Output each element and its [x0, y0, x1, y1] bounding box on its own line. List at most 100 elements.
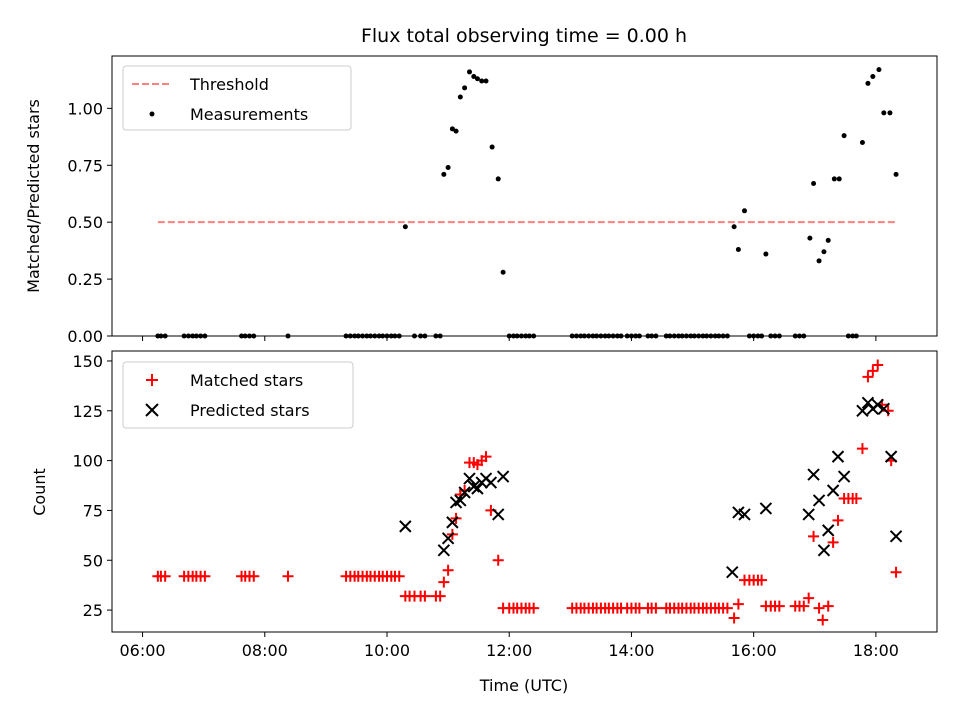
matched-star-point — [282, 570, 294, 582]
measurement-point — [471, 73, 477, 79]
measurement-point — [489, 144, 495, 150]
matched-star-point — [817, 614, 829, 626]
legend-matched-label: Matched stars — [190, 371, 303, 390]
legend-measurements-swatch — [149, 111, 155, 117]
matched-star-point — [728, 612, 740, 624]
measurement-point — [825, 237, 831, 243]
predicted-star-point — [831, 450, 845, 463]
predicted-star-point — [437, 544, 451, 557]
bottom-plot: 06:00 08:00 10:00 12:00 14:00 16:00 18:00 25 50 7… — [72, 350, 938, 660]
measurement-point — [841, 133, 847, 139]
matched-star-point — [773, 600, 785, 612]
x-tick-label: 14:00 — [608, 641, 654, 660]
chart-title: Flux total observing time = 0.00 h — [361, 25, 687, 47]
measurement-point — [445, 165, 451, 171]
legend-predicted-label: Predicted stars — [190, 401, 310, 420]
top-plot: 0.00 0.25 0.50 0.75 1.00 — [67, 55, 938, 346]
matched-star-point — [732, 598, 744, 610]
matched-star-point — [827, 536, 839, 548]
matched-star-point — [434, 590, 446, 602]
matched-star-point — [438, 576, 450, 588]
measurement-point — [811, 180, 817, 186]
measurement-point — [816, 258, 822, 264]
measurement-point — [462, 85, 468, 91]
measurement-point — [870, 73, 876, 79]
y-tick-label: 25 — [83, 601, 103, 620]
y-tick-label: 0.00 — [67, 327, 103, 346]
predicted-star-point — [856, 404, 869, 417]
matched-star-point — [856, 443, 868, 455]
y-tick-label: 75 — [83, 501, 103, 520]
measurement-point — [453, 128, 459, 134]
predicted-star-point — [889, 530, 903, 543]
predicted-star-point — [726, 566, 739, 579]
matched-star-point — [492, 554, 504, 566]
matched-star-point — [872, 359, 884, 371]
bottom-legend: Matched stars Predicted stars — [122, 361, 354, 429]
matched-star-point — [442, 564, 454, 576]
bottom-x-axis-label: Time (UTC) — [479, 676, 568, 695]
predicted-star-point — [458, 486, 471, 499]
predicted-star-point — [738, 508, 751, 521]
matched-star-point — [867, 365, 879, 377]
matched-star-point — [480, 451, 492, 463]
measurement-point — [742, 208, 747, 214]
measurement-point — [763, 251, 769, 257]
matched-star-point — [798, 600, 810, 612]
measurement-point — [467, 69, 472, 75]
predicted-star-point — [484, 476, 498, 489]
x-tick-label: 10:00 — [364, 641, 410, 660]
measurement-point — [876, 67, 882, 73]
matched-star-point — [756, 574, 768, 586]
measurement-point — [402, 224, 408, 230]
matched-star-point — [159, 570, 171, 582]
measurement-point — [457, 94, 463, 100]
measurement-point — [807, 235, 813, 241]
predicted-star-point — [837, 470, 851, 483]
predicted-star-point — [454, 494, 467, 507]
measurement-point — [731, 224, 737, 230]
predicted-star-point — [759, 502, 773, 515]
y-tick-label: 1.00 — [67, 99, 103, 118]
predicted-star-point — [812, 494, 826, 507]
x-tick-label: 12:00 — [486, 641, 532, 660]
matched-star-point — [832, 514, 844, 526]
measurement-point — [500, 269, 506, 275]
measurement-point — [474, 76, 480, 82]
y-tick-label: 0.75 — [67, 156, 103, 175]
predicted-star-point — [446, 516, 459, 529]
matched-star-point — [419, 590, 431, 602]
matched-star-point — [890, 566, 902, 578]
measurement-point — [831, 176, 837, 182]
measurement-point — [735, 246, 741, 252]
measurement-point — [859, 140, 865, 146]
measurement-point — [881, 110, 887, 116]
y-tick-label: 0.25 — [67, 270, 103, 289]
legend-measurements-label: Measurements — [190, 105, 308, 124]
measurement-point — [449, 126, 455, 132]
bottom-y-axis-label: Count — [30, 468, 49, 516]
predicted-star-point — [492, 508, 505, 521]
predicted-star-point — [817, 544, 831, 557]
predicted-star-point — [471, 482, 484, 495]
measurement-point — [441, 171, 447, 177]
matched-star-point — [650, 602, 662, 614]
x-tick-label: 16:00 — [731, 641, 777, 660]
matched-star-point — [199, 570, 211, 582]
predicted-star-point — [463, 472, 476, 485]
measurement-point — [865, 80, 871, 86]
matched-star-point — [459, 485, 471, 497]
predicted-star-point — [822, 524, 835, 537]
measurement-point — [495, 176, 501, 182]
matched-star-point — [813, 602, 825, 614]
predicted-star-point — [877, 402, 891, 416]
measurement-point — [887, 110, 893, 116]
legend-threshold-label: Threshold — [189, 75, 269, 94]
legend-box — [122, 361, 354, 429]
measurement-point — [479, 78, 485, 84]
predicted-star-point — [871, 398, 884, 412]
matched-star-point — [803, 592, 815, 604]
measurement-point — [821, 249, 827, 255]
y-tick-label: 125 — [72, 402, 103, 421]
matched-star-point — [850, 492, 862, 504]
